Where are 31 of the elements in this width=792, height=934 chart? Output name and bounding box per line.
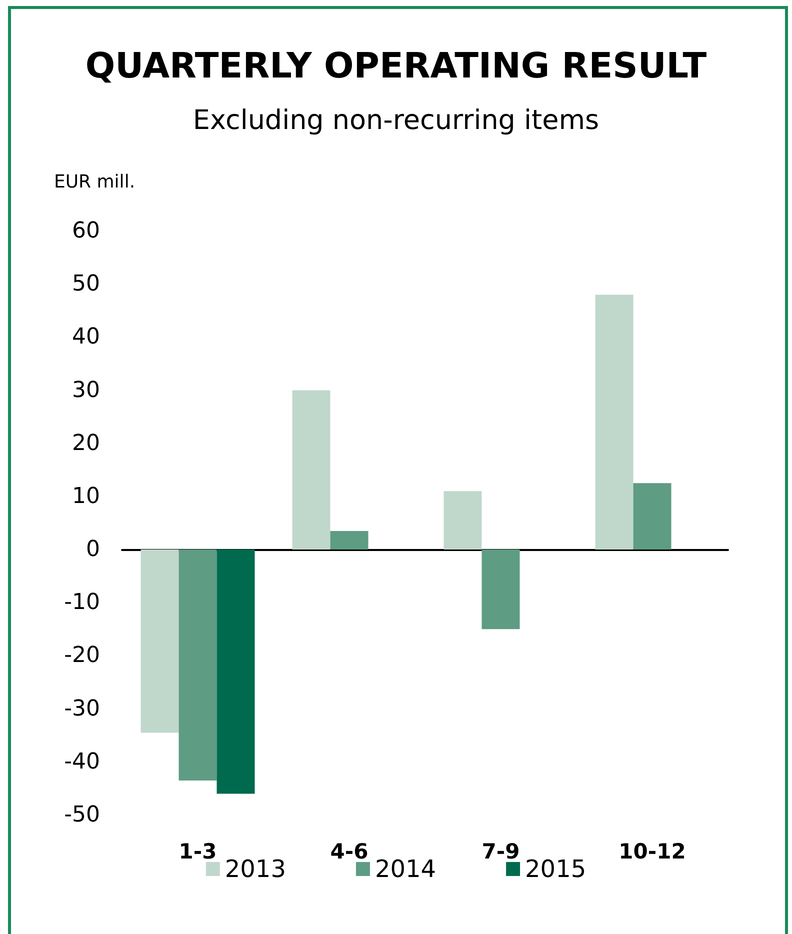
bar — [444, 491, 482, 550]
y-tick-label: -10 — [64, 590, 100, 616]
legend-label: 2014 — [374, 855, 436, 883]
x-tick-label: 7-9 — [482, 840, 520, 864]
y-tick-label: -20 — [64, 643, 100, 668]
chart-title: QUARTERLY OPERATING RESULT — [85, 46, 707, 86]
x-tick-label: 4-6 — [330, 840, 368, 864]
bar — [292, 390, 330, 550]
bar — [633, 483, 672, 550]
chart-subtitle: Excluding non-recurring items — [192, 105, 600, 136]
y-tick-label: 30 — [72, 378, 100, 403]
y-tick-label: -30 — [64, 696, 100, 722]
bar — [140, 550, 179, 733]
bar — [330, 530, 368, 550]
y-tick-label: -50 — [64, 802, 100, 828]
bar — [482, 550, 520, 630]
y-tick-label: 40 — [72, 324, 100, 350]
bar — [595, 294, 634, 550]
bar — [216, 550, 255, 794]
y-tick-label: -40 — [64, 749, 100, 774]
legend-label: 2015 — [525, 855, 586, 883]
y-tick-label: 10 — [72, 484, 100, 509]
x-tick-label: 1-3 — [178, 840, 217, 864]
y-axis-title: EUR mill. — [54, 172, 136, 192]
y-tick-label: 0 — [86, 537, 100, 562]
y-tick-label: 20 — [72, 430, 100, 456]
legend-label: 2013 — [224, 855, 286, 883]
y-tick-label: 50 — [72, 272, 100, 297]
bar — [178, 550, 217, 780]
y-tick-label: 60 — [72, 218, 100, 244]
x-tick-label: 10-12 — [618, 840, 686, 864]
